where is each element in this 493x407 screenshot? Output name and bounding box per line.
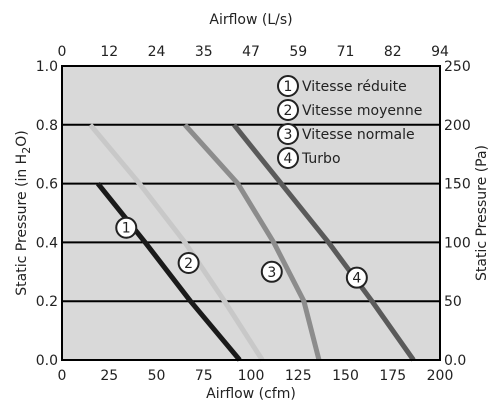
x2-tick-label: 35 <box>195 44 213 60</box>
legend-marker-number: 3 <box>284 127 293 143</box>
legend-marker-circle <box>277 75 299 97</box>
x2-tick-label: 59 <box>289 44 307 60</box>
series-marker-1: 1 <box>115 216 138 239</box>
y-tick-label: 0.4 <box>36 235 58 251</box>
y2-axis-title: Static Pressure (Pa) <box>474 145 490 281</box>
y2-tick-label: 250 <box>444 59 471 75</box>
marker-layer: 1 2 3 4 <box>115 216 368 289</box>
x-tick-label: 100 <box>238 368 265 384</box>
x2-tick-label: 47 <box>242 44 260 60</box>
x-tick-label: 25 <box>100 368 118 384</box>
y-tick-label: 0.2 <box>36 294 58 310</box>
y-axis-title-subscript: 2 <box>20 147 33 154</box>
series-marker-circle <box>115 216 138 239</box>
y-tick-label: 0.0 <box>36 353 58 369</box>
series-layer <box>88 123 416 362</box>
y-tick-label: 0.8 <box>36 118 58 134</box>
series-marker-3: 3 <box>260 260 283 283</box>
x2-axis-title: Airflow (L/s) <box>209 12 292 28</box>
grid-layer <box>62 123 440 303</box>
x-tick-label: 0 <box>58 368 67 384</box>
series-marker-label: 2 <box>184 256 193 272</box>
legend-label: Vitesse réduite <box>302 79 407 95</box>
legend-item-2: 2 Vitesse moyenne <box>277 99 422 121</box>
y-axis-title-suffix: O) <box>14 130 30 146</box>
legend: 1 Vitesse réduite 2 Vitesse moyenne 3 Vitesse… <box>277 75 422 169</box>
series-line-1 <box>95 182 242 362</box>
x2-tick-label: 0 <box>58 44 67 60</box>
series-marker-label: 4 <box>352 271 361 287</box>
x-tick-label: 50 <box>148 368 166 384</box>
legend-marker-number: 4 <box>284 151 293 167</box>
legend-marker-circle <box>277 147 299 169</box>
y-axis-title-prefix: Static Pressure (in H <box>14 154 30 296</box>
x-tick-label: 150 <box>332 368 359 384</box>
plot-frame <box>61 65 441 361</box>
series-marker-circle <box>177 251 200 274</box>
legend-label: Turbo <box>301 151 341 167</box>
x-tick-label: 200 <box>427 368 454 384</box>
y2-tick-label: 0.0 <box>444 353 466 369</box>
legend-item-3: 3 Vitesse normale <box>277 123 415 145</box>
series-marker-circle <box>345 266 368 289</box>
x2-tick-label: 82 <box>384 44 402 60</box>
series-line-4 <box>232 123 416 362</box>
x-tick-label: 175 <box>379 368 406 384</box>
y-tick-label: 0.6 <box>36 177 58 193</box>
legend-marker-circle <box>277 99 299 121</box>
y-tick-label: 1.0 <box>36 59 58 75</box>
legend-label: Vitesse normale <box>302 127 415 143</box>
series-marker-circle <box>260 260 283 283</box>
x-axis-title: Airflow (cfm) <box>206 386 296 402</box>
legend-item-1: 1 Vitesse réduite <box>277 75 407 97</box>
series-marker-4: 4 <box>345 266 368 289</box>
series-marker-label: 3 <box>267 265 276 281</box>
x2-tick-label: 71 <box>337 44 355 60</box>
y-axis-title: Static Pressure (in H2O) <box>14 130 33 295</box>
series-line-2 <box>88 123 265 362</box>
legend-marker-number: 2 <box>284 103 293 119</box>
x-tick-label: 75 <box>195 368 213 384</box>
legend-item-4: 4 Turbo <box>277 147 341 169</box>
legend-marker-circle <box>277 123 299 145</box>
x2-tick-label: 12 <box>100 44 118 60</box>
y2-tick-label: 50 <box>444 294 462 310</box>
y2-tick-label: 200 <box>444 118 471 134</box>
x-tick-label: 125 <box>285 368 312 384</box>
series-marker-2: 2 <box>177 251 200 274</box>
legend-label: Vitesse moyenne <box>302 103 422 119</box>
legend-marker-number: 1 <box>284 79 293 95</box>
series-line-3 <box>183 123 322 361</box>
y2-tick-label: 100 <box>444 235 471 251</box>
series-marker-label: 1 <box>122 221 131 237</box>
x2-tick-label: 24 <box>148 44 166 60</box>
x2-tick-label: 94 <box>431 44 449 60</box>
y2-tick-label: 150 <box>444 177 471 193</box>
